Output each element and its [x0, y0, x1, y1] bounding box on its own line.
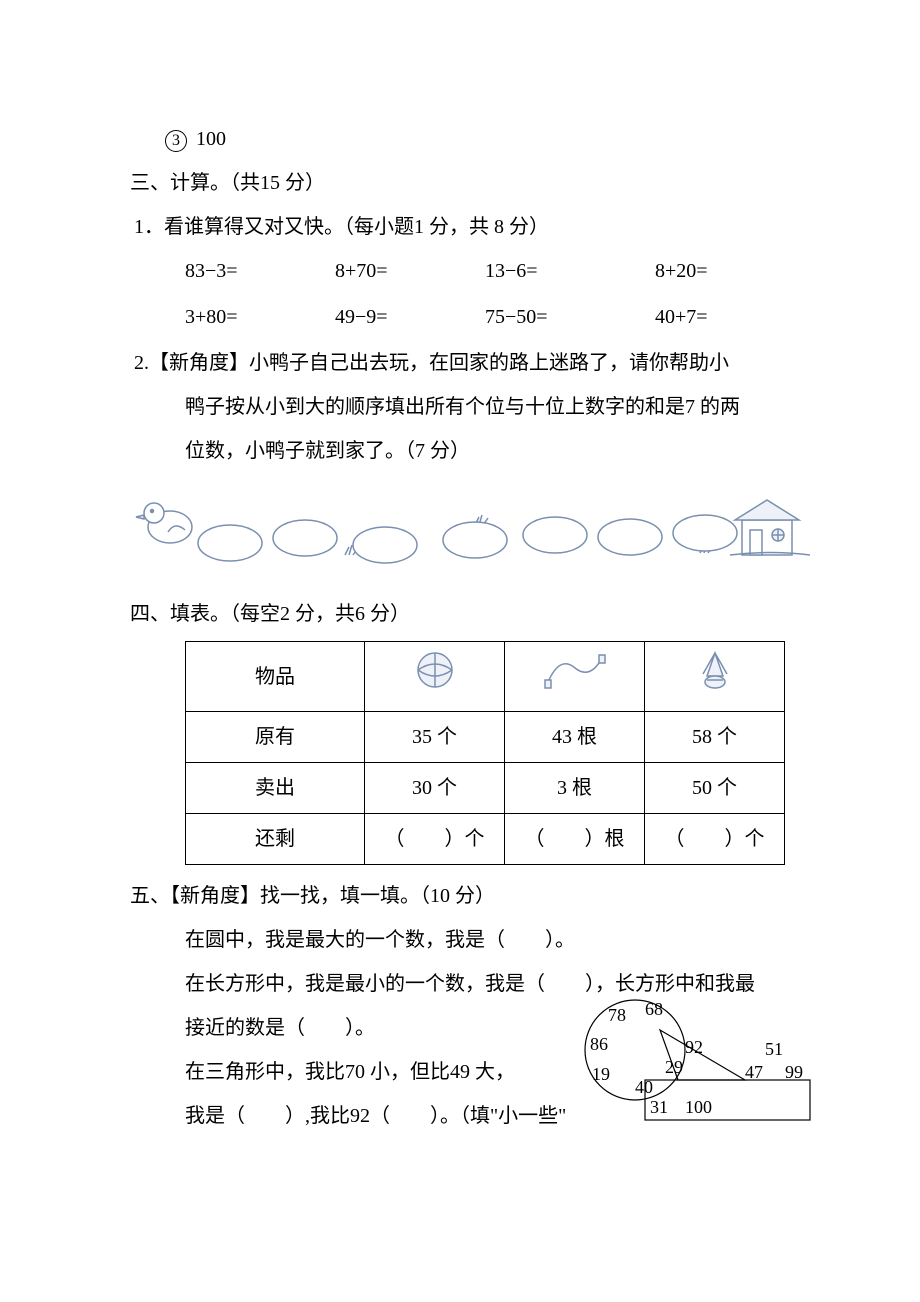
calc-2: 8+70= — [335, 252, 485, 290]
cell: 3 根 — [505, 763, 645, 814]
calc-8: 40+7= — [655, 298, 805, 336]
num-92: 92 — [685, 1037, 703, 1057]
cell: 30 个 — [365, 763, 505, 814]
circle-3-icon: 3 — [165, 130, 187, 152]
ball-icon — [413, 650, 457, 690]
shapes-diagram: 78 68 86 92 19 29 40 51 47 99 31 100 — [570, 995, 820, 1125]
row-label: 还剩 — [186, 814, 365, 865]
shuttlecock-icon — [693, 648, 737, 692]
num-68: 68 — [645, 999, 663, 1019]
calc-4: 8+20= — [655, 252, 805, 290]
num-40: 40 — [635, 1077, 653, 1097]
s5-l5: 我是（ ）,我比92（ ）。（填"小一些" — [185, 1097, 595, 1135]
path-oval-4 — [443, 522, 507, 558]
q3-1-title: 1．看谁算得又对又快。（每小题1 分，共 8 分） — [130, 208, 800, 246]
table-row: 原有 35 个 43 根 58 个 — [186, 712, 785, 763]
section-4-title: 四、填表。（每空2 分，共6 分） — [130, 595, 800, 633]
th-rope — [505, 642, 645, 712]
num-31: 31 — [650, 1097, 668, 1117]
duck-path-illustration — [130, 485, 810, 575]
path-oval-1 — [198, 525, 262, 561]
num-51: 51 — [765, 1039, 783, 1059]
house-icon — [730, 500, 810, 555]
shape-numbers: 78 68 86 92 19 29 40 51 47 99 31 100 — [590, 999, 803, 1117]
table-row: 卖出 30 个 3 根 50 个 — [186, 763, 785, 814]
cell: 35 个 — [365, 712, 505, 763]
s5-l1: 在圆中，我是最大的一个数，我是（ ）。 — [185, 921, 800, 959]
th-item: 物品 — [186, 642, 365, 712]
s5-l4: 在三角形中，我比70 小，但比49 大， — [185, 1053, 595, 1091]
num-100: 100 — [685, 1097, 712, 1117]
num-47: 47 — [745, 1062, 763, 1082]
row-label: 卖出 — [186, 763, 365, 814]
calc-row-1: 83−3= 8+70= 13−6= 8+20= — [130, 252, 800, 290]
calc-5: 3+80= — [185, 298, 335, 336]
q3-2-l2: 鸭子按从小到大的顺序填出所有个位与十位上数字的和是7 的两 — [130, 388, 800, 426]
cell: 58 个 — [645, 712, 785, 763]
th-shuttle — [645, 642, 785, 712]
num-29: 29 — [665, 1057, 683, 1077]
cell: （ ）个 — [645, 814, 785, 865]
path-oval-2 — [273, 520, 337, 556]
calc-6: 49−9= — [335, 298, 485, 336]
option-3-value: 100 — [196, 128, 226, 150]
num-86: 86 — [590, 1034, 608, 1054]
cell: （ ）个 — [365, 814, 505, 865]
rope-icon — [540, 650, 610, 690]
q3-2-l3: 位数，小鸭子就到家了。（7 分） — [130, 432, 800, 470]
num-99: 99 — [785, 1062, 803, 1082]
cell: 50 个 — [645, 763, 785, 814]
num-19: 19 — [592, 1064, 610, 1084]
num-78: 78 — [608, 1005, 626, 1025]
calc-7: 75−50= — [485, 298, 655, 336]
calc-row-2: 3+80= 49−9= 75−50= 40+7= — [130, 298, 800, 336]
duck-icon — [136, 503, 192, 543]
cell: 43 根 — [505, 712, 645, 763]
path-oval-5 — [523, 517, 587, 553]
cell: （ ）根 — [505, 814, 645, 865]
fill-table: 物品 — [185, 641, 785, 865]
table-row: 还剩 （ ）个 （ ）根 （ ）个 — [186, 814, 785, 865]
path-oval-7 — [673, 515, 737, 551]
path-oval-3 — [353, 527, 417, 563]
section-3-title: 三、计算。（共15 分） — [130, 164, 800, 202]
th-ball — [365, 642, 505, 712]
calc-3: 13−6= — [485, 252, 655, 290]
section-5-title: 五、【新角度】找一找，填一填。（10 分） — [130, 877, 800, 915]
row-label: 原有 — [186, 712, 365, 763]
q3-2-l1: 2.【新角度】小鸭子自己出去玩，在回家的路上迷路了，请你帮助小 — [130, 344, 800, 382]
path-oval-6 — [598, 519, 662, 555]
calc-1: 83−3= — [185, 252, 335, 290]
option-3: 3 100 — [130, 120, 800, 158]
